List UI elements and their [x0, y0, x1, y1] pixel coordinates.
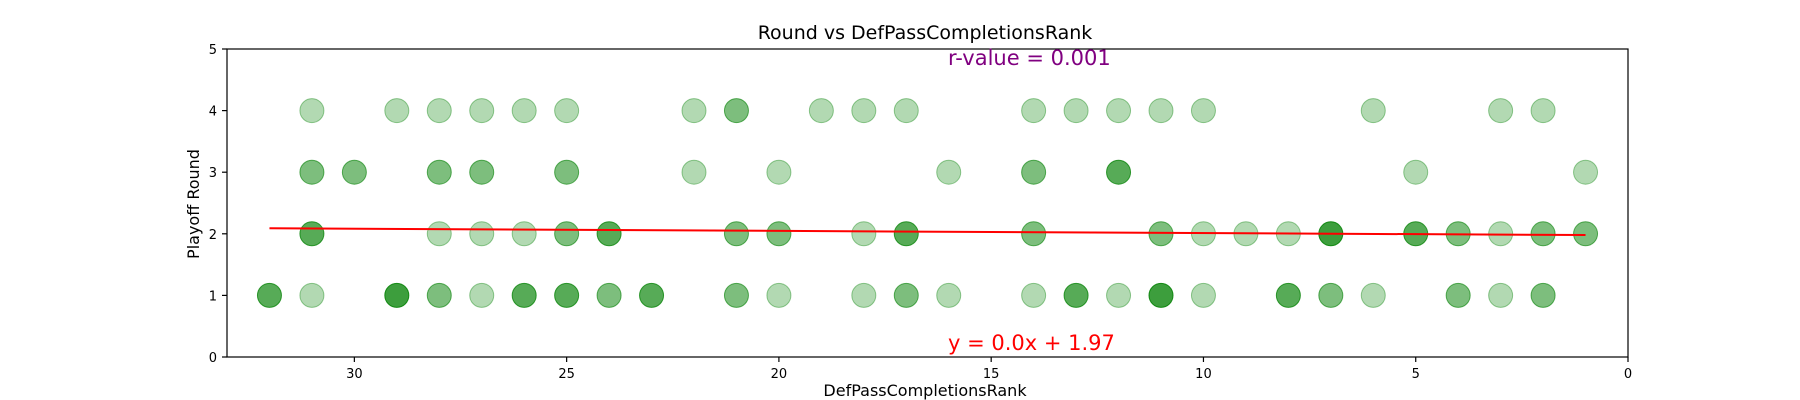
- scatter-point: [1148, 98, 1174, 124]
- scatter-point: [893, 98, 919, 124]
- y-tick-label: 0: [209, 351, 217, 366]
- scatter-point: [596, 221, 622, 247]
- scatter-point: [469, 282, 495, 308]
- scatter-point: [1106, 159, 1132, 185]
- scatter-point: [936, 159, 962, 185]
- scatter-point: [1530, 282, 1556, 308]
- scatter-point: [469, 221, 495, 247]
- x-axis-label: DefPassCompletionsRank: [823, 381, 1027, 400]
- scatter-point: [639, 282, 665, 308]
- r-value-annotation: r-value = 0.001: [948, 46, 1111, 70]
- scatter-point: [299, 221, 325, 247]
- regression-line: [269, 227, 1586, 237]
- y-tick-label: 2: [209, 228, 217, 243]
- scatter-point: [1275, 282, 1301, 308]
- scatter-point: [384, 282, 410, 308]
- scatter-point: [893, 282, 919, 308]
- y-tick-label: 4: [209, 105, 217, 120]
- scatter-point: [1106, 98, 1132, 124]
- scatter-point: [893, 221, 919, 247]
- x-tick-label: 20: [771, 367, 788, 382]
- x-axis-ticks: 30 25 20 15 10 5 0: [346, 357, 1632, 382]
- scatter-point: [1318, 282, 1344, 308]
- scatter-point: [1190, 98, 1216, 124]
- scatter-point: [426, 159, 452, 185]
- scatter-point: [1573, 159, 1599, 185]
- scatter-point: [1445, 282, 1471, 308]
- x-tick-label: 15: [983, 367, 1000, 382]
- scatter-point: [1148, 282, 1174, 308]
- y-axis-label: Playoff Round: [184, 149, 203, 259]
- scatter-point: [511, 221, 537, 247]
- x-tick-label: 0: [1624, 367, 1632, 382]
- scatter-point: [554, 221, 580, 247]
- points-layer: [256, 98, 1599, 308]
- scatter-point: [723, 282, 749, 308]
- scatter-point: [256, 282, 282, 308]
- scatter-point: [1021, 98, 1047, 124]
- scatter-point: [1190, 282, 1216, 308]
- scatter-point: [341, 159, 367, 185]
- scatter-point: [554, 282, 580, 308]
- scatter-point: [1573, 221, 1599, 247]
- plot-frame: [226, 48, 1629, 358]
- scatter-point: [469, 159, 495, 185]
- scatter-point: [1360, 98, 1386, 124]
- y-tick-label: 5: [209, 43, 217, 58]
- scatter-point: [851, 282, 877, 308]
- chart-title: Round vs DefPassCompletionsRank: [758, 22, 1093, 44]
- scatter-point: [1021, 159, 1047, 185]
- scatter-point: [554, 98, 580, 124]
- x-tick-label: 30: [346, 367, 363, 382]
- scatter-point: [723, 98, 749, 124]
- x-tick-label: 10: [1195, 367, 1212, 382]
- scatter-point: [766, 221, 792, 247]
- scatter-point: [1488, 282, 1514, 308]
- scatter-point: [554, 159, 580, 185]
- y-axis-ticks: 0 1 2 3 4 5: [209, 43, 227, 366]
- scatter-point: [299, 159, 325, 185]
- scatter-point: [426, 221, 452, 247]
- y-tick-label: 3: [209, 166, 217, 181]
- regression-layer: [269, 227, 1586, 237]
- scatter-point: [808, 98, 834, 124]
- scatter-point: [426, 282, 452, 308]
- x-tick-label: 5: [1412, 367, 1420, 382]
- scatter-point: [511, 282, 537, 308]
- scatter-point: [596, 282, 622, 308]
- scatter-point: [1021, 221, 1047, 247]
- scatter-point: [851, 221, 877, 247]
- regression-equation-annotation: y = 0.0x + 1.97: [948, 331, 1115, 355]
- scatter-point: [299, 282, 325, 308]
- scatter-point: [1063, 282, 1089, 308]
- scatter-point: [1106, 282, 1132, 308]
- scatter-point: [1063, 98, 1089, 124]
- scatter-point: [469, 98, 495, 124]
- scatter-point: [1403, 159, 1429, 185]
- scatter-point: [723, 221, 749, 247]
- scatter-point: [1360, 282, 1386, 308]
- scatter-point: [851, 98, 877, 124]
- scatter-point: [766, 282, 792, 308]
- x-tick-label: 25: [558, 367, 575, 382]
- scatter-point: [384, 98, 410, 124]
- scatter-point: [766, 159, 792, 185]
- scatter-point: [511, 98, 537, 124]
- scatter-point: [1488, 98, 1514, 124]
- scatter-point: [681, 98, 707, 124]
- scatter-point: [1021, 282, 1047, 308]
- scatter-point: [1530, 98, 1556, 124]
- y-tick-label: 1: [209, 289, 217, 304]
- scatter-point: [681, 159, 707, 185]
- scatter-point: [299, 98, 325, 124]
- scatter-point: [936, 282, 962, 308]
- scatter-point: [426, 98, 452, 124]
